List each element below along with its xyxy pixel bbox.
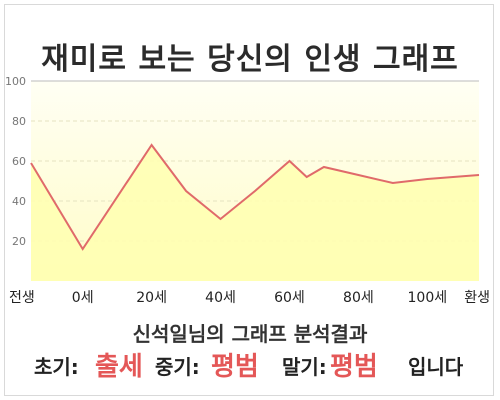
x-tick-label: 0세 <box>72 290 94 306</box>
y-tick-label: 40 <box>12 195 26 208</box>
page-frame <box>4 4 494 396</box>
x-tick-label: 80세 <box>343 290 374 306</box>
x-tick-label: 20세 <box>136 290 167 306</box>
y-tick-label: 20 <box>12 235 26 248</box>
analysis-title: 신석일님의 그래프 분석결과 <box>132 322 368 346</box>
early-value: 출세 <box>95 352 143 382</box>
analysis-result: 초기: 출세 중기: 평범 말기: 평범 입니다 <box>0 346 500 382</box>
x-tick-label: 환생 <box>464 290 490 306</box>
y-tick-label: 80 <box>12 115 26 128</box>
x-tick-label: 전생 <box>9 290 35 306</box>
x-tick-label: 60세 <box>274 290 305 306</box>
early-label: 초기: <box>34 355 79 379</box>
area-fill <box>31 145 479 281</box>
late-value: 평범 <box>330 352 378 382</box>
series-line <box>30 143 480 251</box>
ending-text: 입니다 <box>408 355 464 379</box>
y-tick-label: 60 <box>12 155 26 168</box>
mid-label: 중기: <box>155 355 200 379</box>
page-title: 재미로 보는 당신의 인생 그래프 <box>41 42 459 77</box>
x-tick-label: 40세 <box>205 290 236 306</box>
y-tick-label: 100 <box>5 75 26 88</box>
mid-value: 평범 <box>211 352 259 382</box>
x-tick-label: 100세 <box>408 290 448 306</box>
late-label: 말기: <box>282 355 327 379</box>
